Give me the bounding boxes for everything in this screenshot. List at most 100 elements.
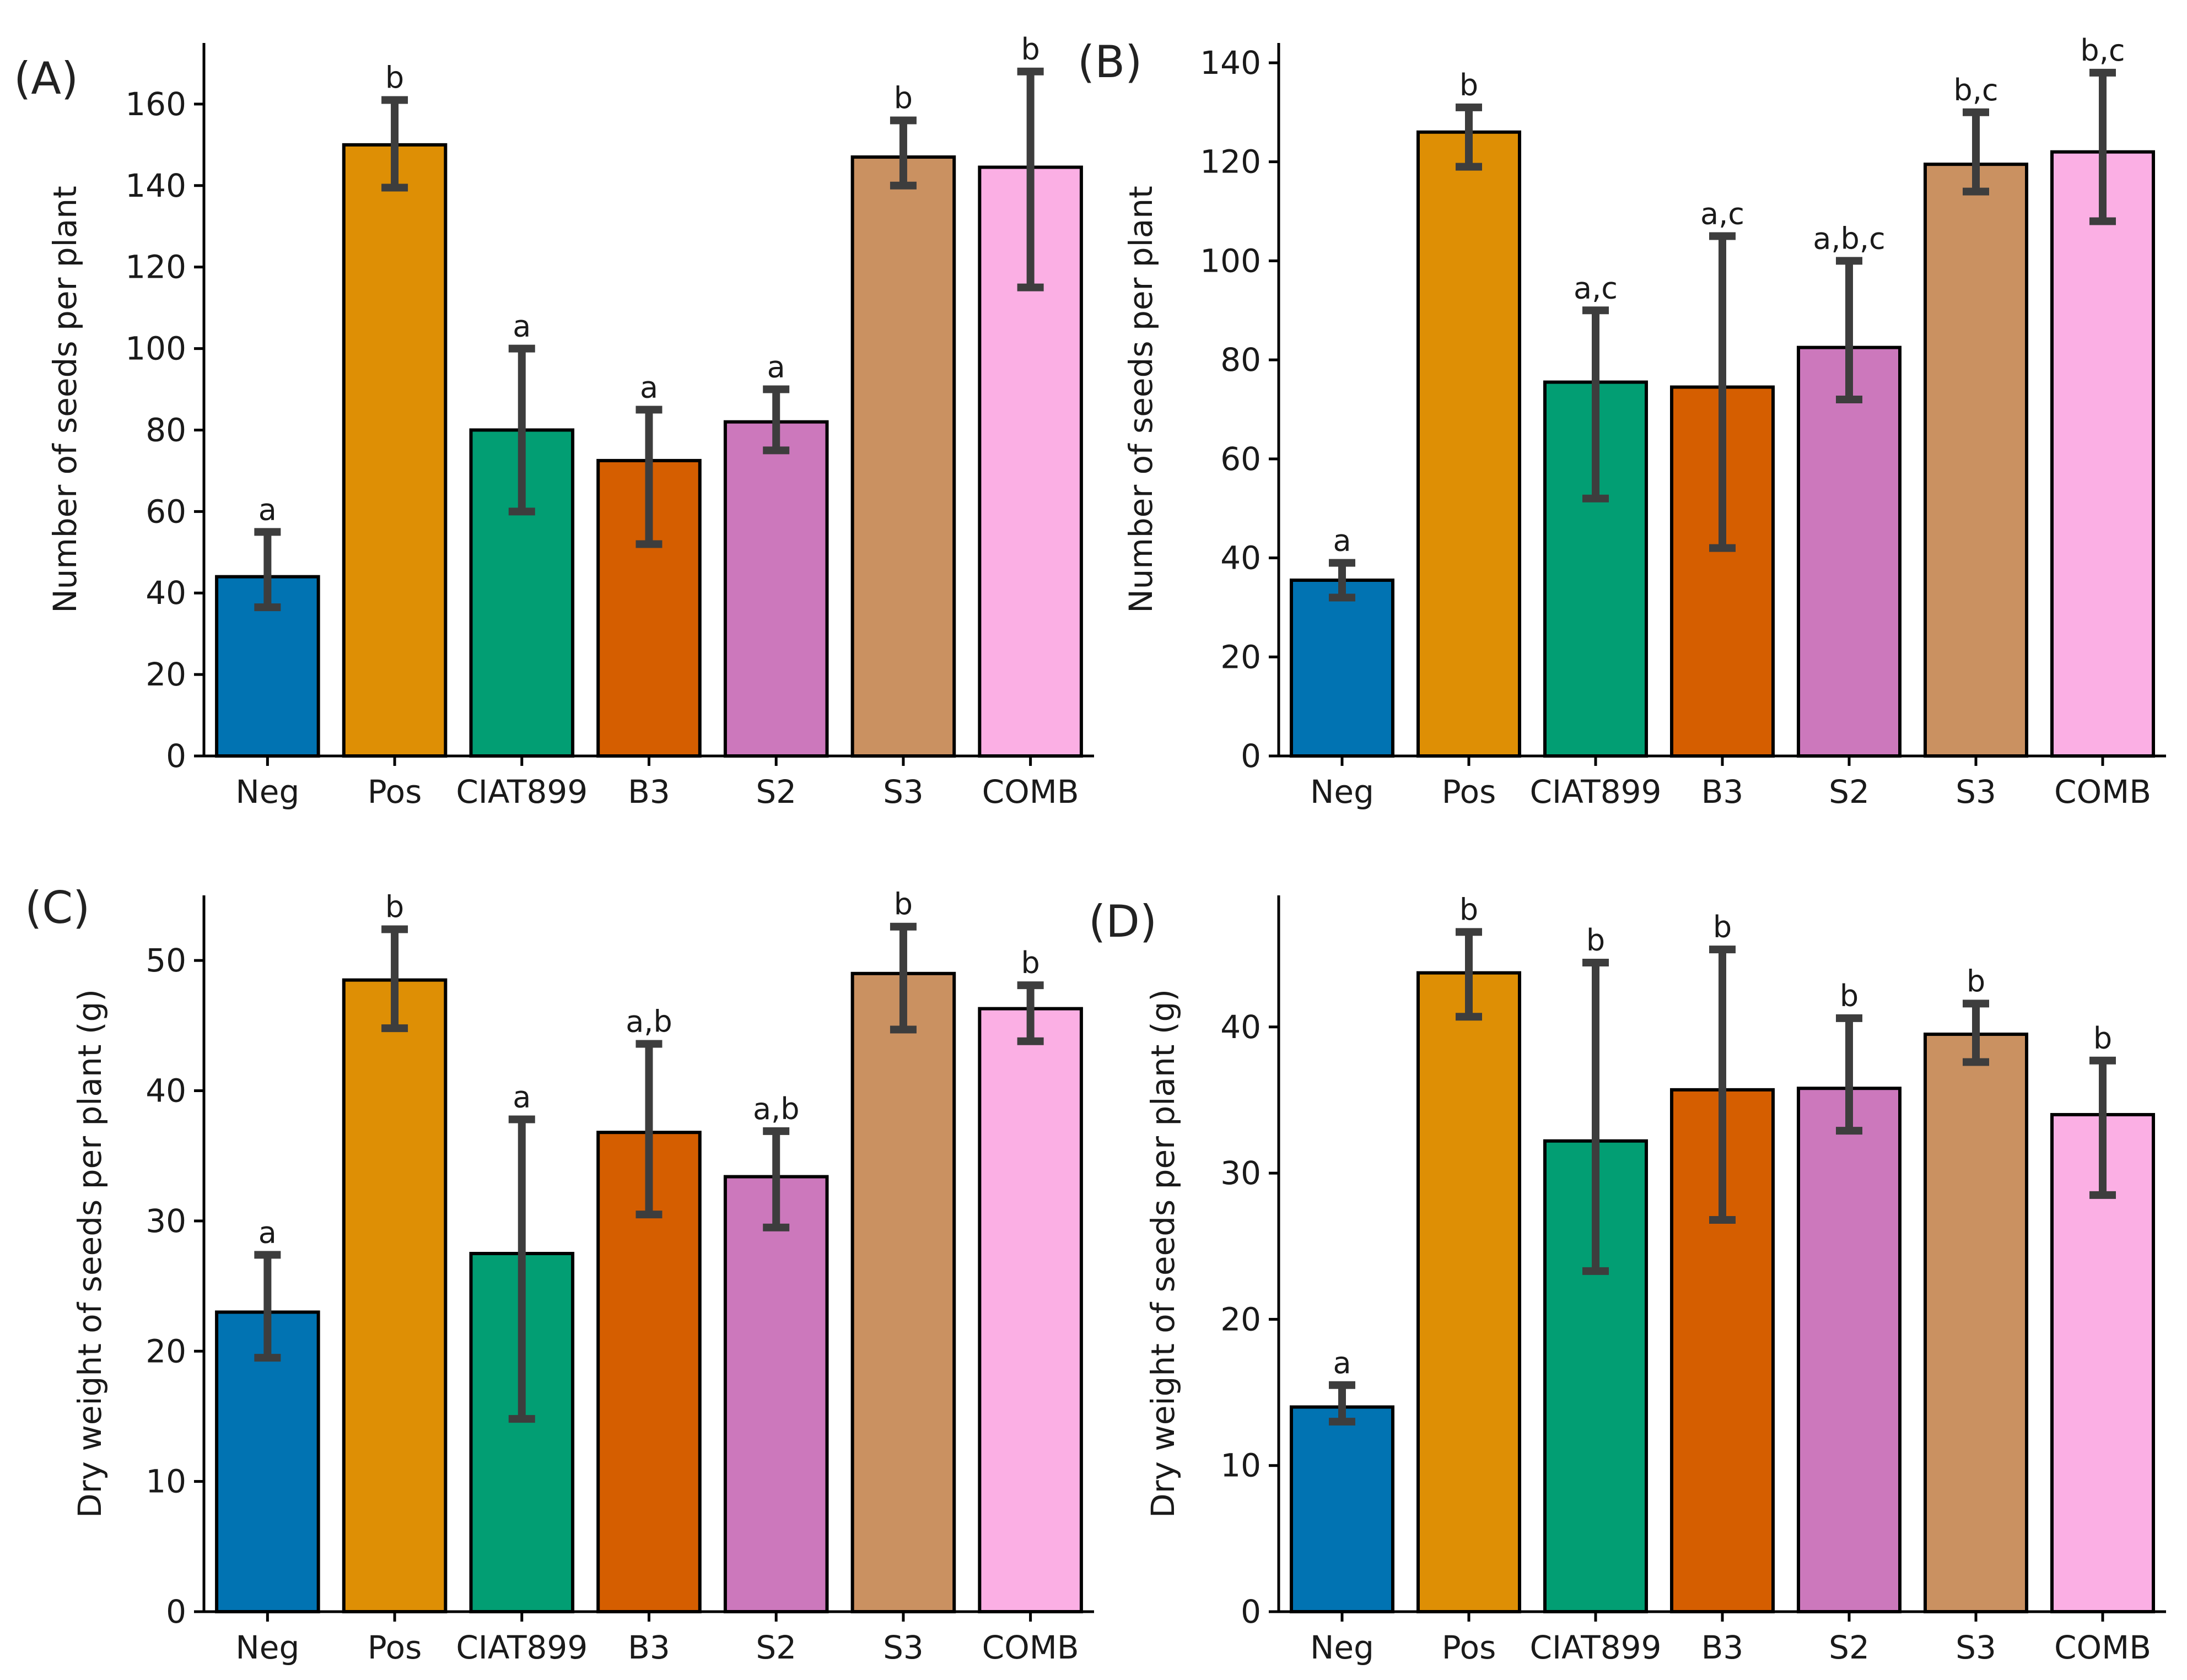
- panel-c-x-tick-label-b3: B3: [628, 1629, 670, 1666]
- panel-d-error-bar-s2: [1836, 1014, 1862, 1135]
- panel-d-x-tick-label-s2: S2: [1829, 1629, 1870, 1666]
- panel-d-significance-letter: b: [1840, 979, 1859, 1013]
- panel-b-y-tick-label: 60: [1220, 440, 1261, 478]
- panel-b-error-bar-s2: [1836, 257, 1862, 403]
- panel-b-significance-letter: b: [1459, 68, 1478, 102]
- panel-b-label: (B): [1078, 36, 1142, 88]
- panel-b-bar-comb: [2050, 150, 2155, 758]
- panel-c-y-tick-label: 10: [146, 1463, 186, 1500]
- panel-c-bar-pos: [342, 978, 448, 1613]
- panel-a-error-bar-s3: [890, 116, 917, 190]
- panel-a-y-axis-label: Number of seeds per plant: [46, 186, 84, 613]
- panel-c-label: (C): [25, 882, 90, 933]
- panel-a-error-bar-s2: [763, 385, 790, 455]
- panel-d-x-tick-label-b3: B3: [1701, 1629, 1744, 1666]
- panel-a-error-bar-ciat899: [508, 344, 535, 516]
- panel-a: (A) Number of seeds per plant a b a a a b b 0 20 40…: [14, 32, 1094, 811]
- panel-b-x-tick-label-ciat899: CIAT899: [1530, 773, 1662, 811]
- panel-a-y-tick-label: 40: [146, 574, 186, 612]
- panel-c-y-tick-label: 50: [146, 942, 186, 979]
- panel-c-significance-letter: a: [513, 1080, 531, 1115]
- panel-a-significance-letter: a: [513, 309, 531, 344]
- panel-c-x-tick-label-s3: S3: [883, 1629, 924, 1666]
- panel-d-y-tick-label: 30: [1220, 1154, 1261, 1192]
- panel-a-y-tick-label: 160: [125, 85, 186, 123]
- panel-b-x-tick-label-pos: Pos: [1442, 773, 1496, 811]
- panel-b-error-bar-ciat899: [1582, 306, 1609, 503]
- panel-d-x-tick-label-neg: Neg: [1310, 1629, 1374, 1666]
- panel-c-y-tick-label: 40: [146, 1072, 186, 1110]
- panel-a-error-bar-neg: [254, 528, 281, 612]
- panel-c-error-bar-neg: [254, 1251, 281, 1362]
- panel-b-error-bar-s3: [1963, 108, 1989, 196]
- panel-c-bar-comb: [978, 1007, 1083, 1613]
- panel-d-y-tick-label: 20: [1220, 1300, 1261, 1338]
- panel-d-x-tick-label-ciat899: CIAT899: [1530, 1629, 1662, 1666]
- panel-c-x-tick-label-pos: Pos: [368, 1629, 422, 1666]
- panel-d-bar-pos: [1416, 971, 1521, 1613]
- panel-b-error-bar-comb: [2089, 68, 2116, 225]
- panel-a-y-tick-label: 80: [146, 411, 186, 449]
- panel-a-y-tick-label: 20: [146, 656, 186, 693]
- panel-d-significance-letter: b: [1586, 923, 1605, 958]
- panel-c-y-tick-label: 20: [146, 1332, 186, 1370]
- panel-c-error-bar-pos: [381, 925, 408, 1033]
- panel-a-significance-letter: a: [767, 350, 785, 385]
- panel-a-y-tick-label: 0: [166, 737, 186, 775]
- panel-b-y-axis-label: Number of seeds per plant: [1122, 186, 1160, 613]
- panel-b-bar-s2: [1797, 345, 1901, 758]
- panel-c-bar-s3: [850, 971, 956, 1613]
- panel-d-bar-neg: [1290, 1405, 1394, 1614]
- panel-c-y-axis-label: Dry weight of seeds per plant (g): [71, 989, 109, 1518]
- panel-a-bar-pos: [342, 143, 448, 758]
- panel-d-significance-letter: b: [2093, 1021, 2112, 1056]
- panel-b-error-bar-pos: [1456, 103, 1482, 171]
- panel-b-significance-letter: a: [1333, 523, 1351, 558]
- panel-d-y-tick-label: 0: [1241, 1593, 1261, 1630]
- panel-c-y-tick-label: 30: [146, 1202, 186, 1240]
- panel-d-bar-s2: [1797, 1087, 1901, 1613]
- panel-d-x-tick-label-s3: S3: [1956, 1629, 1996, 1666]
- panel-a-significance-letter: b: [894, 80, 913, 115]
- panel-b-y-tick-label: 80: [1220, 341, 1261, 379]
- panel-c-significance-letter: a,b: [753, 1092, 800, 1126]
- panel-a-x-tick-label-neg: Neg: [235, 773, 299, 811]
- panel-a-bar-s2: [723, 420, 829, 758]
- panel-b-significance-letter: a,b,c: [1813, 221, 1885, 256]
- panel-d-error-bar-ciat899: [1582, 959, 1609, 1275]
- panel-a-y-tick-label: 140: [125, 167, 186, 204]
- panel-d-y-axis-label: Dry weight of seeds per plant (g): [1144, 989, 1182, 1518]
- panel-a-x-tick-label-pos: Pos: [368, 773, 422, 811]
- panel-d-significance-letter: a: [1333, 1346, 1351, 1380]
- panel-b-y-tick-label: 100: [1200, 242, 1261, 279]
- panel-c: (C) Dry weight of seeds per plant (g) a b a a…: [25, 882, 1094, 1666]
- panel-a-x-tick-label-b3: B3: [628, 773, 670, 811]
- panel-d-label: (D): [1089, 896, 1157, 947]
- panel-b-significance-letter: a,c: [1700, 196, 1744, 231]
- panel-d-significance-letter: b: [1713, 910, 1732, 944]
- panel-a-y-tick-label: 100: [125, 330, 186, 368]
- panel-b-y-tick-label: 20: [1220, 638, 1261, 676]
- panel-a-y-tick-label: 60: [146, 493, 186, 530]
- panel-a-bar-s3: [850, 155, 956, 758]
- panel-c-significance-letter: b: [894, 887, 913, 922]
- panel-c-bar-s2: [723, 1175, 829, 1613]
- panel-c-x-tick-label-ciat899: CIAT899: [456, 1629, 588, 1666]
- panel-c-x-tick-label-neg: Neg: [235, 1629, 299, 1666]
- panel-b-y-tick-label: 140: [1200, 44, 1261, 82]
- panel-d-y-tick-label: 10: [1220, 1447, 1261, 1484]
- panel-b-x-tick-label-comb: COMB: [2054, 773, 2151, 811]
- panel-a-x-tick-label-ciat899: CIAT899: [456, 773, 588, 811]
- panel-c-y-tick-label: 0: [166, 1593, 186, 1630]
- panel-a-significance-letter: b: [1021, 32, 1040, 67]
- panel-c-error-bar-ciat899: [508, 1115, 535, 1423]
- panel-b-x-tick-label-b3: B3: [1701, 773, 1744, 811]
- panel-b-bar-s3: [1924, 163, 2028, 758]
- panel-d-x-tick-label-pos: Pos: [1442, 1629, 1496, 1666]
- panel-c-significance-letter: b: [1021, 946, 1040, 980]
- panel-d-error-bar-neg: [1329, 1381, 1355, 1426]
- panel-b-error-bar-neg: [1329, 559, 1355, 602]
- panel-c-x-tick-label-comb: COMB: [982, 1629, 1079, 1666]
- panel-c-significance-letter: b: [385, 889, 404, 924]
- panel-b-y-tick-label: 40: [1220, 539, 1261, 577]
